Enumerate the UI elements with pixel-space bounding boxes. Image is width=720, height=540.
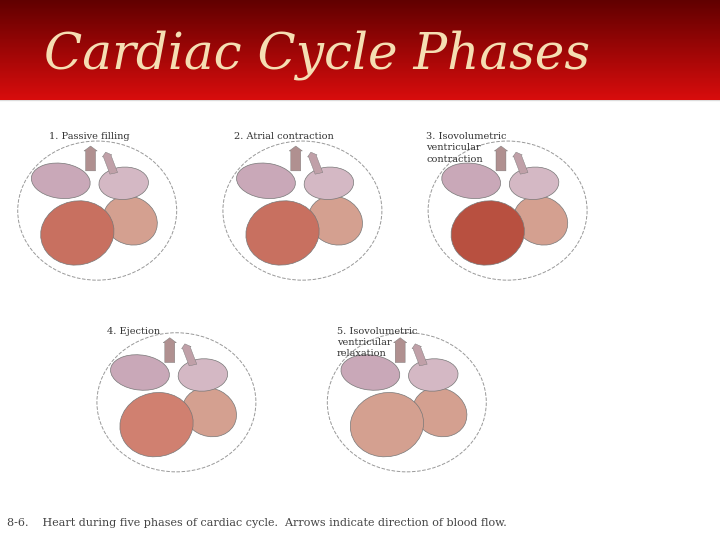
Ellipse shape — [304, 167, 354, 199]
FancyArrow shape — [84, 146, 97, 171]
Ellipse shape — [120, 393, 193, 457]
Ellipse shape — [104, 196, 157, 245]
Ellipse shape — [237, 163, 295, 199]
Text: 4. Ejection: 4. Ejection — [107, 327, 160, 336]
FancyArrow shape — [394, 338, 407, 362]
Ellipse shape — [408, 359, 458, 391]
FancyArrow shape — [495, 146, 508, 171]
Ellipse shape — [442, 163, 500, 199]
FancyArrow shape — [102, 152, 117, 174]
FancyArrow shape — [513, 152, 528, 174]
FancyArrow shape — [412, 344, 427, 366]
Ellipse shape — [350, 393, 423, 457]
Text: 3. Isovolumetric
ventricular
contraction: 3. Isovolumetric ventricular contraction — [426, 132, 507, 164]
Ellipse shape — [111, 355, 169, 390]
Text: 1. Passive filling: 1. Passive filling — [49, 132, 130, 141]
Ellipse shape — [514, 196, 567, 245]
Ellipse shape — [246, 201, 319, 265]
FancyArrow shape — [289, 146, 302, 171]
Ellipse shape — [451, 201, 524, 265]
Text: 5. Isovolumetric
ventricular
relaxation: 5. Isovolumetric ventricular relaxation — [337, 327, 418, 358]
Ellipse shape — [99, 167, 148, 199]
Ellipse shape — [183, 388, 236, 437]
Ellipse shape — [509, 167, 559, 199]
Text: 2. Atrial contraction: 2. Atrial contraction — [234, 132, 334, 141]
FancyArrow shape — [307, 152, 323, 174]
FancyArrow shape — [163, 338, 176, 362]
Ellipse shape — [413, 388, 467, 437]
Ellipse shape — [309, 196, 362, 245]
Ellipse shape — [32, 163, 90, 199]
Text: 8-6.    Heart during five phases of cardiac cycle.  Arrows indicate direction of: 8-6. Heart during five phases of cardiac… — [7, 518, 507, 528]
FancyArrow shape — [181, 344, 197, 366]
Ellipse shape — [341, 355, 400, 390]
Ellipse shape — [40, 201, 114, 265]
Ellipse shape — [178, 359, 228, 391]
Text: Cardiac Cycle Phases: Cardiac Cycle Phases — [44, 30, 590, 80]
